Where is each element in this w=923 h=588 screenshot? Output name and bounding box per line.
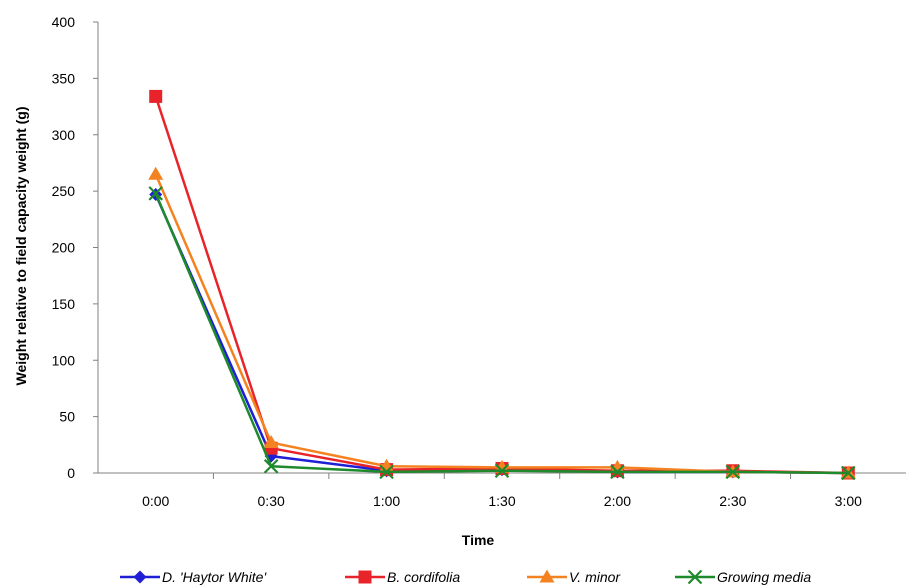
legend-label: Growing media: [717, 569, 811, 585]
data-point-growing-media: [263, 458, 279, 474]
data-point-growing-media: [610, 464, 625, 480]
series-growing-media: [148, 186, 856, 481]
x-tick-label: 3:00: [835, 493, 862, 509]
legend-marker: [133, 570, 147, 584]
legend-label: B. cordifolia: [387, 569, 460, 585]
legend-item-v-minor: V. minor: [527, 569, 621, 585]
legend-label: V. minor: [569, 569, 621, 585]
legend-label: D. 'Haytor White': [162, 569, 267, 585]
legend-item-growing-media: Growing media: [675, 569, 811, 585]
y-tick-label: 300: [52, 127, 76, 143]
data-point-v-minor: [263, 435, 279, 449]
x-tick-label: 2:30: [719, 493, 746, 509]
x-tick-label: 0:00: [142, 493, 169, 509]
legend-item-d-haytor-white: D. 'Haytor White': [120, 569, 267, 585]
series-line-d-haytor-white: [154, 194, 849, 475]
y-tick-label: 400: [52, 14, 76, 30]
data-point-v-minor: [148, 166, 164, 180]
data-point-growing-media: [841, 465, 856, 481]
y-tick-label: 0: [67, 465, 75, 481]
y-tick-label: 50: [59, 409, 75, 425]
data-point-growing-media: [379, 464, 394, 480]
data-point-growing-media: [148, 186, 163, 201]
data-point-b-cordifolia: [149, 89, 163, 103]
x-tick-label: 1:00: [373, 493, 400, 509]
axes: [97, 22, 906, 474]
x-tick-label: 2:00: [604, 493, 631, 509]
y-axis-title: Weight relative to field capacity weight…: [13, 106, 29, 385]
x-tick-label: 1:30: [488, 493, 515, 509]
series-d-haytor-white: [149, 188, 855, 480]
y-tick-label: 350: [52, 70, 76, 86]
x-axis-title: Time: [462, 532, 495, 548]
series-v-minor: [148, 166, 856, 479]
legend: D. 'Haytor White' B. cordifolia V. minor Gr…: [120, 569, 811, 585]
data-point-growing-media: [494, 463, 510, 479]
legend-marker: [687, 569, 703, 585]
y-tick-label: 200: [52, 240, 76, 256]
x-ticks: 0:00 0:30 1:00 1:30 2:00 2:30 3:00: [142, 473, 862, 509]
y-ticks: 0 50 100 150 200 250 300 350 400: [52, 14, 98, 481]
legend-marker: [358, 570, 372, 584]
y-tick-label: 150: [52, 296, 76, 312]
legend-item-b-cordifolia: B. cordifolia: [345, 569, 460, 585]
x-tick-label: 0:30: [258, 493, 285, 509]
series-layer: [148, 89, 856, 481]
legend-marker: [539, 569, 555, 583]
data-point-growing-media: [725, 464, 741, 480]
y-tick-label: 100: [52, 352, 76, 368]
y-tick-label: 250: [52, 183, 76, 199]
